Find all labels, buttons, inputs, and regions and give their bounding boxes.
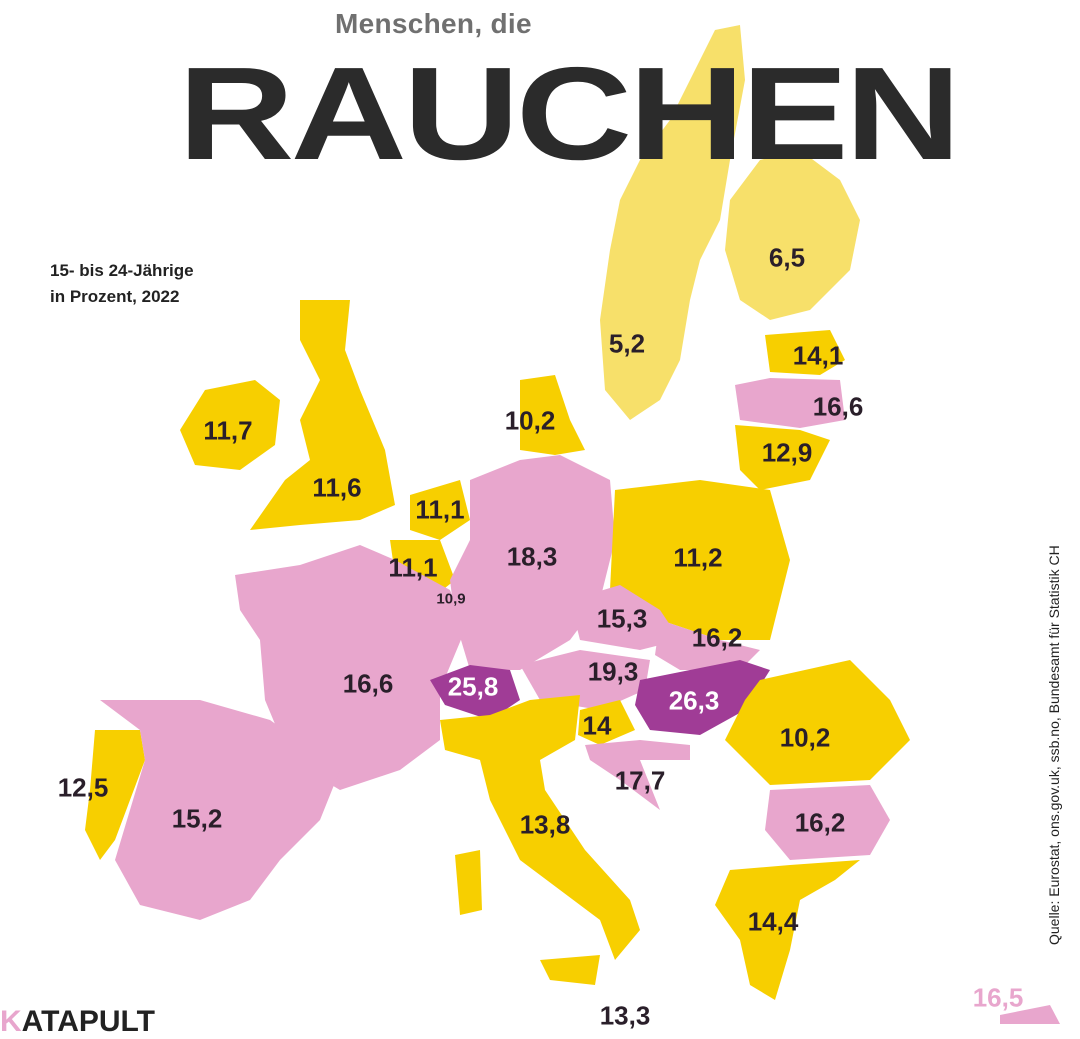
katapult-logo: KATAPULT bbox=[0, 1005, 155, 1039]
region-netherlands bbox=[410, 480, 470, 540]
region-estonia bbox=[765, 330, 845, 375]
label-austria: 19,3 bbox=[587, 656, 639, 687]
region-latvia bbox=[735, 378, 845, 428]
region-hungary bbox=[635, 660, 770, 735]
chart-caption: 15- bis 24-Jährige in Prozent, 2022 bbox=[50, 258, 194, 310]
label-bulgaria: 16,2 bbox=[794, 807, 846, 838]
chart-subtitle: Menschen, die bbox=[335, 8, 532, 39]
label-romania: 10,2 bbox=[779, 722, 831, 753]
label-greece: 14,4 bbox=[747, 906, 799, 937]
label-ireland: 11,7 bbox=[203, 415, 253, 446]
region-germany bbox=[450, 455, 615, 670]
label-estonia: 14,1 bbox=[792, 340, 844, 371]
label-luxembourg: 10,9 bbox=[436, 590, 466, 608]
label-italy: 13,8 bbox=[519, 809, 571, 840]
chart-title: RAUCHEN bbox=[178, 40, 961, 187]
region-lithuania bbox=[735, 425, 830, 490]
region-poland bbox=[610, 480, 790, 640]
region-romania bbox=[725, 660, 910, 785]
label-poland: 11,2 bbox=[673, 542, 723, 573]
label-germany: 18,3 bbox=[506, 541, 558, 572]
region-denmark bbox=[520, 375, 585, 455]
label-slovakia: 16,2 bbox=[691, 622, 743, 653]
region-spain bbox=[100, 700, 340, 920]
label-sweden: 5,2 bbox=[608, 328, 646, 359]
label-netherlands: 11,1 bbox=[415, 494, 465, 525]
region-croatia bbox=[585, 740, 690, 810]
region-france bbox=[235, 545, 465, 790]
label-slovenia: 14 bbox=[582, 710, 612, 741]
label-finland: 6,5 bbox=[768, 242, 806, 273]
label-hungary: 26,3 bbox=[668, 685, 720, 716]
source-note: Quelle: Eurostat, ons.gov.uk, ssb.no, Bu… bbox=[1046, 545, 1062, 945]
caption-line-2: in Prozent, 2022 bbox=[50, 287, 180, 306]
label-lithuania: 12,9 bbox=[761, 437, 813, 468]
region-switzerland bbox=[430, 665, 520, 720]
label-croatia: 17,7 bbox=[614, 765, 666, 796]
label-latvia: 16,6 bbox=[812, 391, 864, 422]
label-belgium: 11,1 bbox=[388, 552, 438, 583]
region-austria bbox=[520, 650, 650, 710]
region-uk bbox=[250, 300, 395, 530]
label-cyprus: 16,5 bbox=[972, 982, 1024, 1013]
label-switzerland: 25,8 bbox=[447, 671, 499, 702]
region-sicily bbox=[540, 955, 600, 985]
region-czechia bbox=[570, 585, 680, 650]
region-greece bbox=[715, 860, 860, 1000]
region-italy bbox=[440, 695, 640, 960]
region-portugal bbox=[85, 730, 145, 860]
label-uk: 11,6 bbox=[312, 472, 362, 503]
region-ireland bbox=[180, 380, 280, 470]
region-slovenia bbox=[578, 700, 635, 745]
label-portugal: 12,5 bbox=[57, 772, 109, 803]
region-bulgaria bbox=[765, 785, 890, 860]
logo-k: K bbox=[0, 1005, 22, 1038]
label-malta: 13,3 bbox=[599, 1000, 651, 1031]
region-finland bbox=[725, 150, 860, 320]
logo-text: ATAPULT bbox=[21, 1005, 155, 1038]
label-czechia: 15,3 bbox=[596, 603, 648, 634]
caption-line-1: 15- bis 24-Jährige bbox=[50, 261, 194, 280]
label-spain: 15,2 bbox=[171, 803, 223, 834]
label-france: 16,6 bbox=[342, 668, 394, 699]
region-cyprus bbox=[1000, 1005, 1060, 1024]
region-sweden bbox=[600, 25, 745, 420]
region-slovakia bbox=[655, 620, 760, 670]
label-denmark: 10,2 bbox=[504, 405, 556, 436]
region-sardinia bbox=[455, 850, 482, 915]
